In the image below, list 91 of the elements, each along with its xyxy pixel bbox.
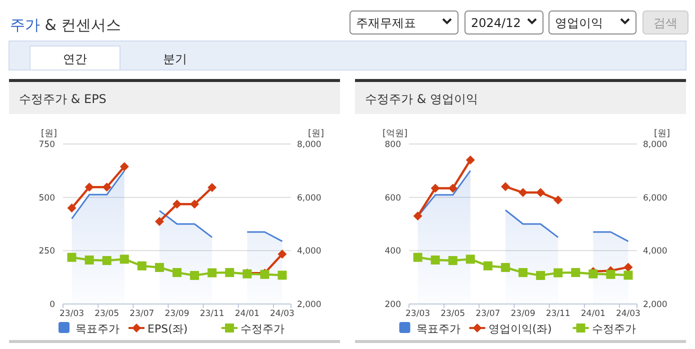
- x-tick-label: 23/05: [440, 309, 466, 319]
- point: [518, 188, 528, 198]
- point: [536, 270, 546, 280]
- y2-tick-label: 8,000: [297, 140, 322, 150]
- y-tick-label: 200: [384, 300, 401, 310]
- y-tick-label: 250: [38, 246, 55, 257]
- point: [84, 256, 94, 264]
- y-tick-label: 800: [384, 140, 401, 150]
- point: [67, 252, 76, 262]
- legend-label: 수정주가: [592, 322, 636, 336]
- y-tick-label: 400: [384, 246, 401, 257]
- text: 영업이익: [555, 16, 603, 30]
- point: [190, 200, 200, 209]
- point: [102, 182, 112, 192]
- point: [278, 270, 287, 280]
- point: [500, 262, 510, 272]
- text: 2024/12: [471, 16, 521, 30]
- chart-title: 수정주가 & 영업이익: [365, 92, 478, 106]
- point: [84, 182, 94, 192]
- x-tick-label: 23/07: [130, 309, 154, 319]
- x-tick-label: 24/03: [616, 309, 640, 319]
- point: [606, 270, 616, 279]
- text: 주가 & 컨센서스: [10, 16, 122, 34]
- point: [624, 270, 633, 280]
- point: [571, 268, 580, 278]
- y2-tick-label: 6,000: [297, 193, 322, 204]
- y2-tick-label: 2,000: [643, 300, 668, 310]
- point: [413, 252, 422, 262]
- x-tick-label: 24/03: [270, 309, 294, 319]
- point: [154, 216, 164, 226]
- point: [588, 269, 598, 278]
- x-tick-label: 23/11: [200, 309, 224, 319]
- point: [67, 204, 76, 212]
- y2-tick-label: 4,000: [643, 246, 668, 257]
- point: [208, 268, 217, 278]
- x-tick-label: 23/09: [164, 309, 190, 319]
- x-tick-label: 24/01: [580, 309, 606, 319]
- point: [154, 262, 164, 272]
- text: 연간: [63, 52, 87, 66]
- text: 주재무제표: [356, 16, 416, 30]
- point: [120, 254, 129, 264]
- point: [483, 261, 492, 270]
- point: [413, 212, 422, 220]
- y-tick-label: 0: [50, 300, 55, 310]
- point: [190, 270, 200, 280]
- legend-label: EPS(좌): [148, 322, 188, 336]
- point: [172, 200, 182, 209]
- y2-axis-title: [원]: [308, 129, 324, 139]
- legend-label: 목표주가: [76, 322, 120, 336]
- point: [102, 256, 112, 266]
- point: [536, 188, 546, 198]
- y-tick-label: 750: [38, 140, 55, 150]
- point: [448, 184, 458, 193]
- point: [430, 256, 440, 264]
- legend-label: 목표주가: [416, 322, 460, 336]
- point: [624, 262, 633, 272]
- y2-tick-label: 6,000: [643, 193, 668, 204]
- x-tick-label: 23/09: [510, 309, 536, 319]
- point: [448, 256, 458, 266]
- x-tick-label: 23/11: [546, 309, 570, 319]
- point: [225, 268, 234, 278]
- x-tick-label: 23/03: [60, 309, 84, 319]
- y2-tick-label: 4,000: [297, 246, 322, 257]
- point: [554, 268, 563, 278]
- legend-label: 수정주가: [240, 322, 284, 336]
- text: 검색: [654, 16, 678, 30]
- y-axis-title: [억원]: [382, 129, 408, 139]
- point: [554, 196, 563, 204]
- y-tick-label: 600: [384, 193, 401, 204]
- point: [466, 156, 475, 164]
- y2-axis-title: [원]: [654, 129, 670, 139]
- point: [518, 268, 528, 278]
- point: [466, 254, 475, 264]
- point: [430, 184, 440, 193]
- chart-title: 수정주가 & EPS: [19, 92, 106, 106]
- x-tick-label: 23/03: [406, 309, 430, 319]
- point: [208, 183, 217, 192]
- point: [137, 261, 146, 270]
- point: [500, 182, 510, 192]
- y2-tick-label: 2,000: [297, 300, 322, 310]
- point: [120, 162, 129, 172]
- x-tick-label: 23/07: [476, 309, 500, 319]
- legend-label: 영업이익(좌): [488, 322, 552, 336]
- point: [172, 268, 182, 278]
- x-tick-label: 24/01: [234, 309, 260, 319]
- y-tick-label: 500: [38, 193, 55, 204]
- point: [278, 250, 287, 259]
- text: 분기: [163, 52, 187, 66]
- x-tick-label: 23/05: [94, 309, 120, 319]
- y-axis-title: [원]: [40, 129, 58, 139]
- y2-tick-label: 8,000: [643, 140, 668, 150]
